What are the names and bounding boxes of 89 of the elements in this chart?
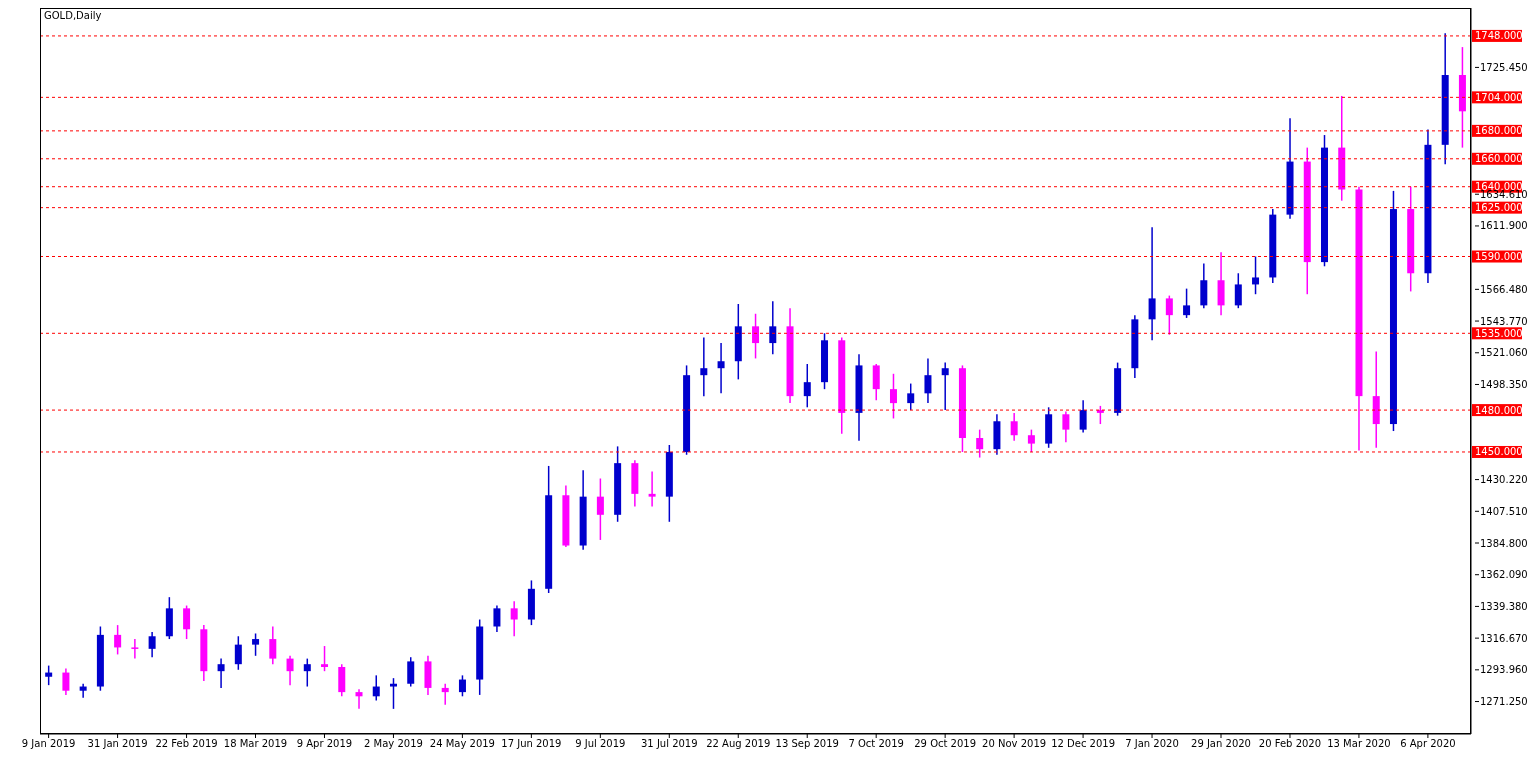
x-tick-label: 20 Feb 2020 [1258,738,1322,749]
x-tick-label: 9 Apr 2019 [296,738,353,749]
candlestick [79,682,87,699]
y-tick-label: 1725.450 [1480,61,1528,73]
y-tick-label: 1566.480 [1480,283,1528,295]
candlestick [217,657,225,689]
x-tick-label: 24 May 2019 [429,738,496,749]
candlestick [355,688,363,710]
x-tick-label: 18 Mar 2019 [223,738,288,749]
candlestick [510,600,518,638]
y-tick-label: 1543.770 [1480,315,1528,327]
candlestick [303,657,311,688]
candlestick [752,313,760,360]
candlestick [389,677,397,710]
candlestick [372,674,380,702]
x-tick-label: 6 Apr 2020 [1400,738,1456,749]
y-tick-label: 1430.220 [1480,474,1528,486]
candlestick [1165,294,1173,336]
x-tick-label: 9 Jul 2019 [575,738,626,749]
candlestick [872,363,880,402]
candlestick [1148,226,1156,342]
candlestick [407,656,415,688]
x-tick-label: 13 Sep 2019 [775,738,839,749]
candlestick [769,300,777,355]
x-tick-label: 22 Feb 2019 [155,738,218,749]
candlestick [803,363,811,409]
candlestick [1010,412,1018,442]
candlestick [269,625,277,665]
x-tick-label: 29 Oct 2019 [914,738,977,749]
y-tick-label: 1611.900 [1480,220,1528,232]
candlestick [717,342,725,395]
y-tick-label: 1362.090 [1480,569,1528,581]
candlestick [1183,287,1191,319]
x-tick-label: 9 Jan 2019 [21,738,76,749]
candlestick [131,638,139,660]
x-tick-label: 17 Jun 2019 [501,738,562,749]
candlestick [907,382,915,411]
candlestick [45,664,53,686]
candlestick [62,667,70,696]
ref-line-label: 1704.000 [1475,91,1523,103]
candlestick [1234,272,1242,309]
x-tick-label: 7 Jan 2020 [1125,738,1179,749]
y-tick-label: 1498.350 [1480,378,1528,390]
candlestick [1027,428,1035,453]
x-tick-label: 31 Jan 2019 [87,738,148,749]
ref-line-label: 1748.000 [1475,30,1523,42]
candlestick [458,674,466,698]
y-tick-label: 1339.380 [1480,600,1528,612]
candlestick [493,604,501,633]
ref-line-label: 1480.000 [1475,404,1523,416]
x-tick-label: 13 Mar 2020 [1327,738,1391,749]
y-tick-label: 1407.510 [1480,505,1528,517]
candlestick [321,645,329,672]
candlestick [596,477,604,541]
x-tick-label: 7 Oct 2019 [848,738,904,749]
candlestick [114,624,122,656]
candlestick [252,632,260,657]
candlestick [148,631,156,658]
candlestick [924,357,932,404]
candlestick [889,373,897,420]
candlestick [1252,255,1260,295]
candlestick [1062,410,1070,443]
candlestick [648,470,656,508]
ref-line-label: 1625.000 [1475,202,1523,214]
candlestick [1079,399,1087,434]
x-tick-label: 12 Dec 2019 [1051,738,1116,749]
ref-line-label: 1535.000 [1475,327,1523,339]
ref-line-label: 1680.000 [1475,125,1523,137]
y-tick-label: 1521.060 [1480,347,1528,359]
candlestick [234,635,242,671]
ref-line-label: 1590.000 [1475,251,1523,263]
chart-title: GOLD,Daily [44,10,102,21]
candlestick [700,336,708,397]
y-tick-label: 1293.960 [1480,664,1528,676]
x-tick-label: 31 Jul 2019 [640,738,698,749]
x-tick-label: 22 Aug 2019 [706,738,771,749]
candlestick [976,428,984,459]
candlestick [286,655,294,686]
candlestick [183,604,191,640]
candlestick [441,682,449,706]
ref-line-label: 1660.000 [1475,153,1523,165]
x-tick-label: 20 Nov 2019 [982,738,1047,749]
ref-line-label: 1450.000 [1475,446,1523,458]
y-tick-label: 1316.670 [1480,632,1528,644]
x-tick-label: 2 May 2019 [364,738,423,749]
x-tick-label: 29 Jan 2020 [1191,738,1251,749]
candlestick [941,361,949,411]
y-tick-label: 1271.250 [1480,696,1528,708]
y-tick-label: 1384.800 [1480,537,1528,549]
